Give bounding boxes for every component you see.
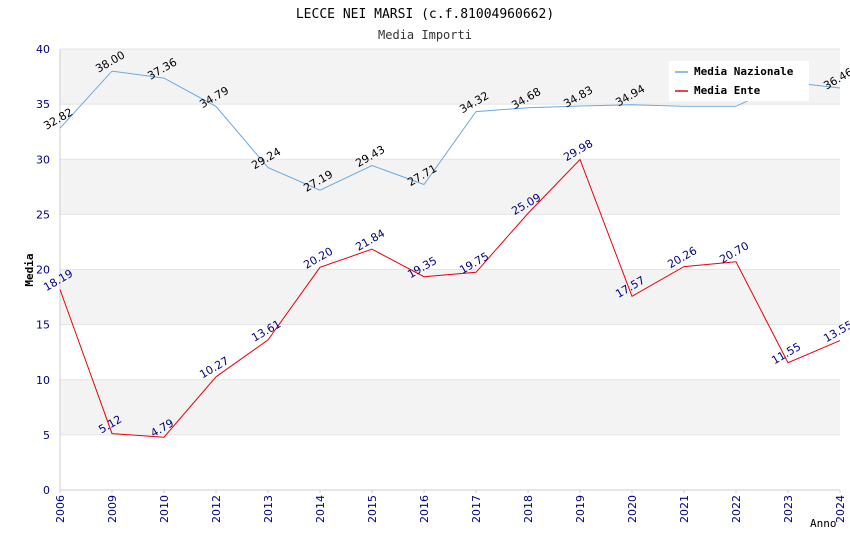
series-line xyxy=(59,70,841,191)
x-tick-label: 2023 xyxy=(782,495,795,523)
grid-band xyxy=(60,324,840,380)
grid-band xyxy=(60,104,840,160)
x-tick-labels: 2006 2009 2010 2012 2013 2014 2015 2016 2017 2018… xyxy=(54,490,847,523)
y-tick-label: 15 xyxy=(36,319,50,332)
x-tick-label: 2015 xyxy=(366,495,379,523)
y-tick-labels: 0 5 10 15 20 25 30 35 40 xyxy=(36,43,50,497)
y-tick-label: 25 xyxy=(36,208,50,221)
grid-band xyxy=(60,269,840,325)
y-tick-label: 0 xyxy=(43,484,50,497)
legend-label-ente: Media Ente xyxy=(694,84,761,97)
chart-title: LECCE NEI MARSI (c.f.81004960662) xyxy=(296,7,554,22)
legend-label-nazionale: Media Nazionale xyxy=(694,65,794,78)
x-tick-label: 2018 xyxy=(522,495,535,523)
chart-subtitle: Media Importi xyxy=(378,28,472,42)
x-tick-label: 2016 xyxy=(418,495,431,523)
y-tick-label: 35 xyxy=(36,98,50,111)
x-tick-label: 2019 xyxy=(574,495,587,523)
x-tick-label: 2012 xyxy=(210,495,223,523)
y-tick-label: 10 xyxy=(36,374,50,387)
x-tick-label: 2021 xyxy=(678,495,691,523)
grid-band xyxy=(60,214,840,270)
x-tick-label: 2022 xyxy=(730,495,743,523)
x-tick-label: 2006 xyxy=(54,495,67,523)
x-tick-label: 2010 xyxy=(158,495,171,523)
y-tick-label: 40 xyxy=(36,43,50,56)
y-tick-label: 30 xyxy=(36,153,50,166)
grid-bands xyxy=(60,49,840,490)
grid-band xyxy=(60,434,840,490)
x-tick-label: 2017 xyxy=(470,495,483,523)
grid-band xyxy=(60,379,840,435)
x-tick-label: 2020 xyxy=(626,495,639,523)
y-axis-label: Media xyxy=(23,253,36,286)
y-tick-label: 5 xyxy=(43,429,50,442)
legend: Media Nazionale Media Ente xyxy=(669,61,809,101)
y-tick-label: 20 xyxy=(36,264,50,277)
x-tick-label: 2009 xyxy=(106,495,119,523)
x-tick-label: 2013 xyxy=(262,495,275,523)
x-tick-label: 2024 xyxy=(834,495,847,523)
grid-band xyxy=(60,159,840,215)
series-line xyxy=(59,158,841,438)
x-tick-label: 2014 xyxy=(314,495,327,523)
legend-box xyxy=(669,61,809,101)
x-axis-label: Anno xyxy=(810,517,837,530)
